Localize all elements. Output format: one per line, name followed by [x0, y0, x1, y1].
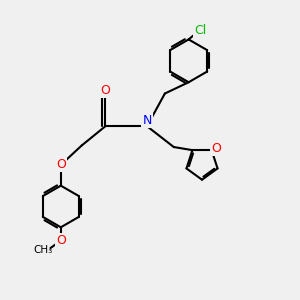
Text: Cl: Cl [194, 24, 207, 37]
Text: O: O [56, 158, 66, 171]
Text: O: O [56, 234, 66, 247]
Text: O: O [211, 142, 221, 155]
Text: N: N [142, 114, 152, 127]
Text: CH₃: CH₃ [33, 244, 52, 255]
Text: O: O [100, 84, 110, 97]
